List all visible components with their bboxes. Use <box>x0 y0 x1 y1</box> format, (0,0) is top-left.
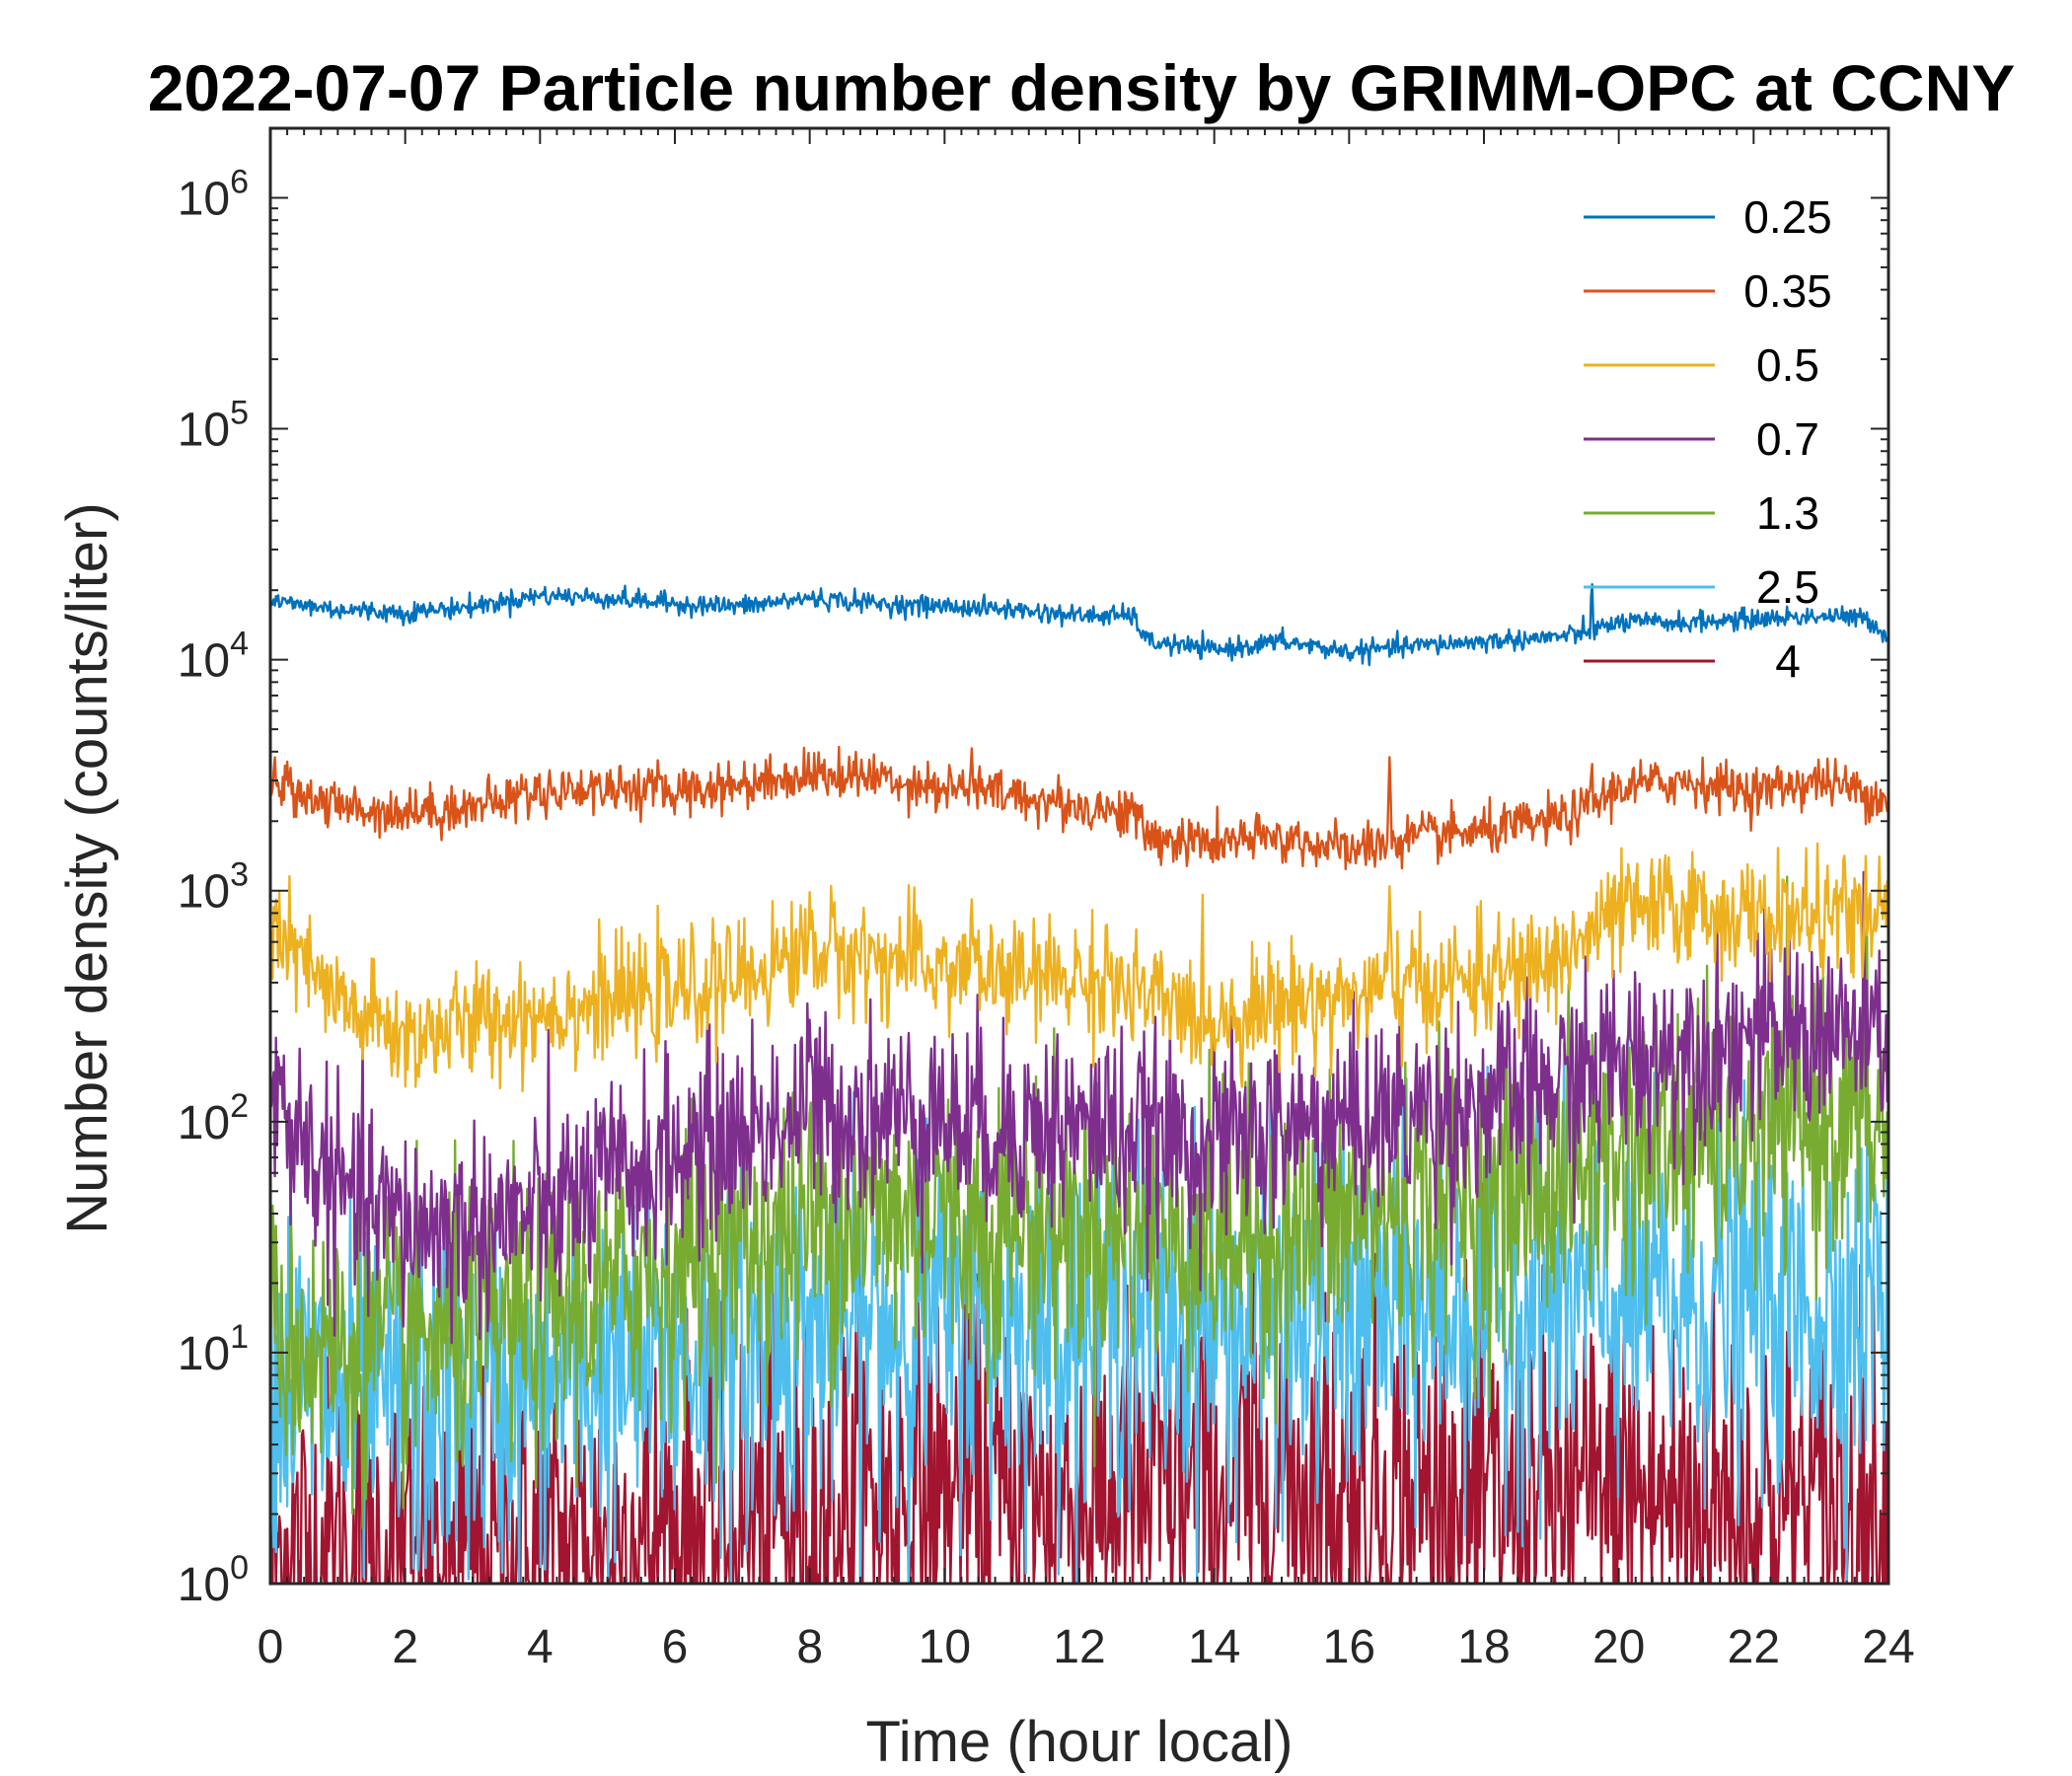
x-tick-label: 20 <box>1592 1621 1645 1673</box>
y-tick-label: 105 <box>178 395 249 457</box>
y-tick-label: 106 <box>178 163 249 225</box>
legend-label: 1.3 <box>1756 487 1819 539</box>
legend-label: 0.25 <box>1743 191 1832 243</box>
x-tick-label: 12 <box>1053 1621 1105 1673</box>
legend-label: 2.5 <box>1756 561 1819 613</box>
y-tick-label: 101 <box>178 1318 249 1380</box>
chart-title: 2022-07-07 Particle number density by GR… <box>148 51 2016 124</box>
legend-label: 0.35 <box>1743 265 1832 317</box>
x-tick-label: 6 <box>662 1621 689 1673</box>
y-tick-label: 100 <box>178 1549 249 1611</box>
y-axis-label: Number density (counts/liter) <box>55 502 119 1233</box>
x-tick-label: 2 <box>392 1621 418 1673</box>
x-tick-label: 16 <box>1323 1621 1375 1673</box>
y-tick-label: 104 <box>178 626 249 688</box>
legend-label: 4 <box>1775 635 1801 687</box>
series-layer <box>268 583 1890 1586</box>
x-tick-label: 14 <box>1188 1621 1240 1673</box>
series-line-0-25 <box>268 583 1890 667</box>
y-tick-label: 103 <box>178 856 249 919</box>
x-tick-label: 10 <box>919 1621 971 1673</box>
x-tick-label: 22 <box>1728 1621 1780 1673</box>
series-line-0-5 <box>268 842 1890 1093</box>
legend: 0.25 0.35 0.5 0.7 1.3 2.5 4 <box>1584 191 1832 687</box>
legend-label: 0.7 <box>1756 413 1819 465</box>
axes-layer: 0 2 4 6 8 10 12 14 16 18 20 22 241001011021031041051… <box>178 126 1915 1673</box>
x-axis-label: Time (hour local) <box>866 1710 1294 1774</box>
y-tick-label: 102 <box>178 1087 249 1149</box>
x-tick-label: 24 <box>1862 1621 1914 1673</box>
x-tick-label: 0 <box>258 1621 284 1673</box>
x-tick-label: 8 <box>796 1621 823 1673</box>
legend-label: 0.5 <box>1756 339 1819 391</box>
series-line-0-7 <box>268 870 1890 1345</box>
x-tick-label: 18 <box>1457 1621 1510 1673</box>
series-line-0-35 <box>268 745 1888 871</box>
x-tick-label: 4 <box>527 1621 554 1673</box>
